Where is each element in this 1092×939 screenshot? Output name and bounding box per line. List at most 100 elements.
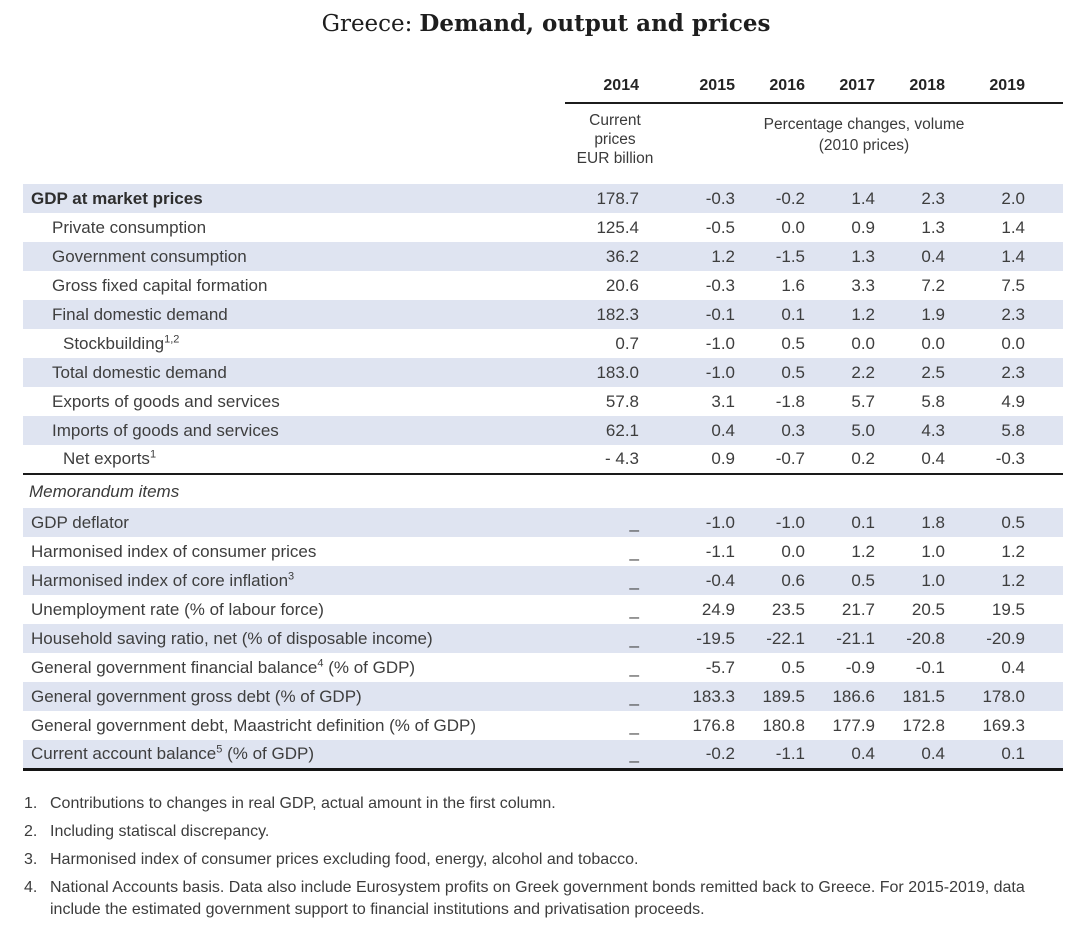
value-cell: -5.7 — [705, 657, 735, 677]
value-cell: 176.8 — [692, 715, 735, 735]
value-cell: 178.0 — [982, 686, 1025, 706]
value-cell: 169.3 — [982, 715, 1025, 735]
footnote-number: 3. — [24, 850, 38, 868]
value-cell: -22.1 — [766, 628, 805, 648]
value-cell: -0.4 — [705, 570, 735, 590]
value-cell: 1.0 — [921, 541, 945, 561]
value-cell: -0.3 — [995, 449, 1025, 468]
table-row: Unemployment rate (% of labour force) _ 24… — [23, 595, 1063, 624]
label-column-spacer — [23, 103, 565, 184]
value-cell: -0.5 — [705, 217, 735, 237]
footnote-ref: 1 — [149, 448, 157, 461]
value-cell: 0.1 — [851, 512, 875, 532]
value-cell: 125.4 — [596, 217, 639, 237]
value-cell: 172.8 — [902, 715, 945, 735]
value-cell: 0.4 — [921, 449, 945, 468]
value-cell: 186.6 — [832, 686, 875, 706]
value-cell: _ — [629, 541, 639, 561]
value-cell: -1.8 — [775, 391, 805, 411]
footnote: 3. Harmonised index of consumer prices ex… — [24, 849, 1068, 871]
value-cell: 2.3 — [1001, 362, 1025, 382]
value-cell: 0.6 — [781, 570, 805, 590]
value-cell: 0.1 — [1001, 743, 1025, 763]
table-row: General government gross debt (% of GDP)… — [23, 682, 1063, 711]
footnote-number: 2. — [24, 822, 38, 840]
value-cell: 0.4 — [851, 743, 875, 763]
value-cell: 181.5 — [902, 686, 945, 706]
footnote-number: 1. — [24, 794, 38, 812]
row-label: General government gross debt (% of GDP) — [31, 686, 362, 706]
footnote: 4. National Accounts basis. Data also inc… — [24, 877, 1068, 921]
value-cell: 180.8 — [762, 715, 805, 735]
value-cell: 1.2 — [1001, 570, 1025, 590]
table-row: Imports of goods and services 62.1 0.4 0.3 5… — [23, 416, 1063, 445]
value-cell: 2.3 — [1001, 304, 1025, 324]
value-cell: -1.5 — [775, 246, 805, 266]
value-cell: 1.2 — [851, 304, 875, 324]
value-cell: 7.2 — [921, 275, 945, 295]
value-cell: _ — [629, 715, 639, 735]
demand-output-prices-table: 2014 2015 2016 2017 2018 2019 Current pri… — [23, 73, 1063, 771]
value-cell: 0.9 — [711, 449, 735, 468]
value-cell: 3.3 — [851, 275, 875, 295]
footnote-ref: 4 — [317, 656, 324, 669]
value-cell: 24.9 — [701, 599, 735, 619]
footnotes: 1. Contributions to changes in real GDP, … — [24, 793, 1068, 921]
table-row: Stockbuilding1,2 0.7 -1.0 0.5 0.0 0.0 0.0 — [23, 329, 1063, 358]
memorandum-section-row: Memorandum items — [23, 473, 1063, 508]
value-cell: 1.3 — [921, 217, 945, 237]
year-header-2014: 2014 — [565, 73, 665, 104]
row-label: Imports of goods and services — [52, 420, 279, 440]
row-label: GDP deflator — [31, 512, 129, 532]
row-label: Private consumption — [52, 217, 207, 237]
value-cell: -0.3 — [705, 275, 735, 295]
row-label: Unemployment rate (% of labour force) — [31, 599, 324, 619]
value-cell: 0.0 — [921, 333, 945, 353]
value-cell: 0.0 — [1001, 333, 1025, 353]
report-page: Greece: Demand, output and prices 2014 20… — [0, 10, 1092, 939]
value-cell: -1.0 — [705, 362, 735, 382]
value-cell: -21.1 — [836, 628, 875, 648]
value-cell: 2.0 — [1001, 188, 1025, 208]
row-label: Total domestic demand — [52, 362, 227, 382]
subheader-line: (2010 prices) — [818, 137, 910, 154]
table-row: General government debt, Maastricht defi… — [23, 711, 1063, 740]
value-cell: -0.9 — [845, 657, 875, 677]
row-label: Stockbuilding1,2 — [63, 332, 180, 353]
table-row: Government consumption 36.2 1.2 -1.5 1.3 0.4 1… — [23, 242, 1063, 271]
value-cell: 5.8 — [921, 391, 945, 411]
section-label: Memorandum items — [23, 473, 1063, 508]
page-title: Greece: Demand, output and prices — [0, 10, 1092, 37]
table-row: Household saving ratio, net (% of dispos… — [23, 624, 1063, 653]
value-cell: 1.2 — [851, 541, 875, 561]
table-row: General government financial balance4 (%… — [23, 653, 1063, 682]
value-cell: 0.5 — [781, 333, 805, 353]
table-row: Current account balance5 (% of GDP) _ -0.2… — [23, 740, 1063, 769]
subheader-line: EUR billion — [576, 150, 654, 167]
table-row: Net exports1 - 4.3 0.9 -0.7 0.2 0.4 -0.3 — [23, 445, 1063, 474]
value-cell: 1.8 — [921, 512, 945, 532]
subheader-line: Current — [589, 112, 641, 129]
footnote-text: Contributions to changes in real GDP, ac… — [50, 794, 556, 812]
value-cell: -0.2 — [775, 188, 805, 208]
row-label: Gross fixed capital formation — [52, 275, 268, 295]
value-cell: _ — [629, 657, 639, 677]
row-label: Harmonised index of core inflation3 — [31, 569, 295, 590]
value-cell: _ — [629, 686, 639, 706]
table-row: Gross fixed capital formation 20.6 -0.3 1.6… — [23, 271, 1063, 300]
value-cell: -0.3 — [705, 188, 735, 208]
footnote: 2. Including statiscal discrepancy. — [24, 821, 1068, 843]
title-subject: Demand, output and prices — [419, 10, 771, 37]
value-cell: 1.2 — [1001, 541, 1025, 561]
value-cell: 178.7 — [596, 188, 639, 208]
row-label: General government financial balance4 (%… — [31, 656, 416, 677]
footnote-text: National Accounts basis. Data also inclu… — [50, 878, 1025, 918]
footnote-text: Including statiscal discrepancy. — [50, 822, 270, 840]
value-cell: 7.5 — [1001, 275, 1025, 295]
value-cell: -1.1 — [775, 743, 805, 763]
title-country: Greece: — [321, 11, 413, 37]
value-cell: 0.7 — [615, 333, 639, 353]
year-header-2016: 2016 — [743, 73, 813, 104]
value-cell: 0.4 — [921, 743, 945, 763]
row-label: Current account balance5 (% of GDP) — [31, 743, 314, 763]
